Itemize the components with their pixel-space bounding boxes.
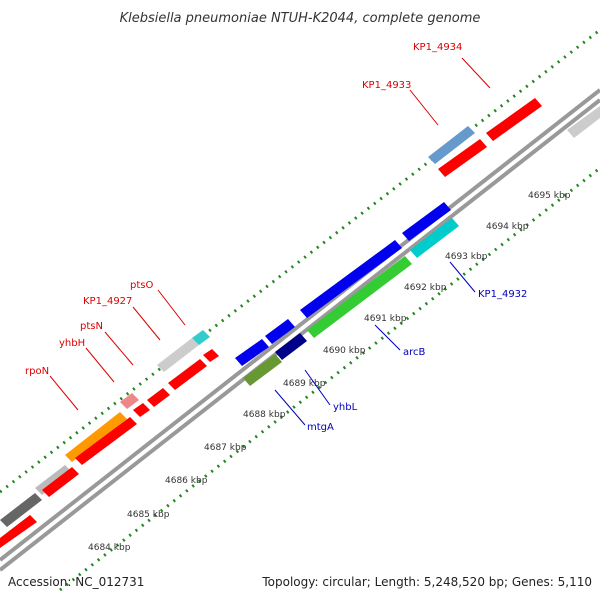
gene-arrow[interactable]	[300, 240, 402, 318]
gene-arrow[interactable]	[567, 106, 600, 138]
leader-line	[304, 369, 331, 406]
tick-label: 4690 kbp	[323, 346, 366, 356]
gene-arrow[interactable]	[203, 349, 219, 362]
gene-arrow[interactable]	[402, 202, 451, 241]
gene-arrow[interactable]	[235, 339, 269, 366]
gene-arrow[interactable]	[168, 359, 207, 390]
tick-label: 4688 kbp	[243, 410, 286, 420]
leader-line	[157, 289, 186, 326]
leader-line	[104, 331, 134, 366]
gene-arrow[interactable]	[120, 393, 139, 409]
forward-strand-genes-lower	[0, 139, 487, 548]
gene-label-ptsn[interactable]: ptsN	[80, 321, 103, 332]
gene-arrow[interactable]	[65, 412, 127, 462]
gene-arrow[interactable]	[133, 403, 150, 417]
gene-label-yhbh[interactable]: yhbH	[59, 338, 85, 349]
gene-label-yhbl[interactable]: yhbL	[333, 402, 358, 413]
leader-line	[274, 389, 306, 426]
gene-arrow[interactable]	[147, 388, 170, 407]
gene-arrow[interactable]	[486, 98, 542, 141]
tick-label: 4693 kbp	[445, 252, 488, 262]
gene-arrow[interactable]	[75, 417, 137, 465]
forward-strand-genes	[0, 98, 600, 527]
gene-label-ptso[interactable]: ptsO	[130, 280, 153, 291]
leader-line	[409, 89, 439, 126]
leader-line	[449, 261, 476, 293]
tick-labels: 4684 kbp 4685 kbp 4686 kbp 4687 kbp 4688…	[88, 191, 571, 553]
tick-label: 4687 kbp	[204, 443, 247, 453]
leader-line	[374, 324, 401, 351]
gene-arrow[interactable]	[0, 493, 42, 527]
gene-arrow[interactable]	[265, 319, 295, 344]
tick-label: 4685 kbp	[127, 510, 170, 520]
gene-arrow[interactable]	[192, 330, 210, 345]
leader-line	[49, 375, 79, 411]
gene-label-mtga[interactable]: mtgA	[307, 422, 334, 433]
tick-label: 4695 kbp	[528, 191, 571, 201]
tick-label: 4691 kbp	[364, 314, 407, 324]
gene-arrow[interactable]	[307, 256, 412, 338]
tick-label: 4689 kbp	[283, 379, 326, 389]
outer-dotted-ruler	[0, 28, 600, 494]
gene-arrow[interactable]	[275, 333, 307, 360]
label-leaders	[49, 57, 491, 426]
gene-arrow[interactable]	[428, 126, 475, 164]
gene-labels: KP1_4934 KP1_4933 ptsO KP1_4927 ptsN yhb…	[25, 42, 527, 433]
genome-summary-text: Topology: circular; Length: 5,248,520 bp…	[261, 575, 592, 589]
accession-text: Accession: NC_012731	[8, 575, 144, 589]
gene-label-kp1-4927[interactable]: KP1_4927	[83, 296, 132, 307]
gene-arrow[interactable]	[438, 139, 487, 177]
reverse-strand-genes	[235, 202, 459, 386]
tick-label: 4692 kbp	[404, 283, 447, 293]
leader-line	[132, 306, 161, 341]
map-title: Klebsiella pneumoniae NTUH-K2044, comple…	[120, 11, 481, 26]
tick-label: 4694 kbp	[486, 222, 529, 232]
gene-label-rpon[interactable]: rpoN	[25, 366, 49, 377]
gene-label-arcb[interactable]: arcB	[403, 347, 426, 358]
gene-label-kp1-4933[interactable]: KP1_4933	[362, 80, 411, 91]
tick-label: 4686 kbp	[165, 476, 208, 486]
tick-label: 4684 kbp	[88, 543, 131, 553]
gene-label-kp1-4932[interactable]: KP1_4932	[478, 289, 527, 300]
gene-arrow[interactable]	[35, 465, 72, 495]
gene-arrow[interactable]	[42, 467, 79, 497]
gene-label-kp1-4934[interactable]: KP1_4934	[413, 42, 462, 53]
leader-line	[461, 57, 491, 89]
gene-arrow[interactable]	[0, 515, 37, 548]
backbone-line-outer	[0, 88, 600, 562]
gene-arrow[interactable]	[410, 218, 459, 258]
leader-line	[85, 347, 115, 383]
gene-arrow[interactable]	[157, 338, 199, 372]
gene-arrow[interactable]	[243, 354, 282, 386]
